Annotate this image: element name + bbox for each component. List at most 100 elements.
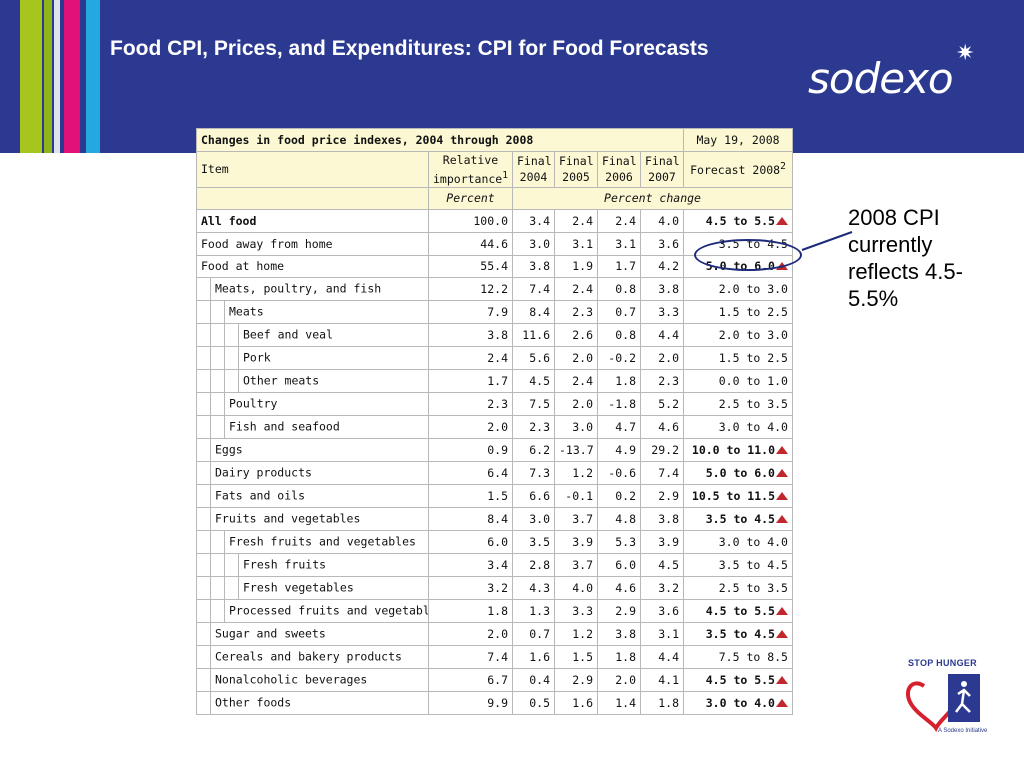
cell-item: Fresh fruits and vegetables [196, 530, 429, 555]
cell-item: Fish and seafood [196, 415, 429, 440]
decor-stripe-pink [64, 0, 80, 153]
cell-relative: 2.4 [428, 346, 513, 371]
header-final-2004: Final 2004 [512, 150, 555, 188]
header-relative: Relative importance1 [428, 150, 513, 188]
table-row: Sugar and sweets 2.0 0.7 1.2 3.8 3.1 3.5 to 4.… [196, 622, 793, 647]
cell-relative: 12.2 [428, 277, 513, 302]
annotation-text: 2008 CPI currently reflects 4.5-5.5% [848, 205, 963, 311]
table-row: Poultry 2.3 7.5 2.0 -1.8 5.2 2.5 to 3.5 [196, 392, 793, 417]
sodexo-logo: ✷ sodexo [808, 40, 998, 110]
forecast-value: 3.0 to 4.0 [718, 420, 788, 435]
cell-2006: 2.0 [597, 668, 641, 693]
forecast-value: 5.0 to 6.0 [705, 466, 775, 481]
cpi-table-container: Changes in food price indexes, 2004 thro… [196, 128, 793, 742]
arrow-up-icon [776, 492, 788, 501]
forecast-value: 3.5 to 4.5 [718, 558, 788, 573]
indent-guide [229, 324, 239, 346]
indent-guide [215, 577, 225, 599]
cell-2007: 3.1 [640, 622, 684, 647]
forecast-value: 10.0 to 11.0 [691, 443, 775, 458]
item-label: Meats [229, 304, 264, 319]
arrow-up-icon [776, 469, 788, 478]
table-row: Fresh fruits 3.4 2.8 3.7 6.0 4.5 3.5 to 4.5 [196, 553, 793, 578]
cell-2007: 29.2 [640, 438, 684, 463]
table-row: Fats and oils 1.5 6.6 -0.1 0.2 2.9 10.5 to 11.… [196, 484, 793, 509]
forecast-value: 10.5 to 11.5 [691, 489, 775, 504]
forecast-value: 0.0 to 1.0 [718, 374, 788, 389]
header-forecast-sup: 2 [780, 161, 786, 173]
cell-2006: -0.2 [597, 346, 641, 371]
table-row: Meats 7.9 8.4 2.3 0.7 3.3 1.5 to 2.5 [196, 300, 793, 325]
cell-forecast: 3.0 to 4.0 [683, 530, 793, 555]
cell-2006: 0.8 [597, 323, 641, 348]
cell-2004: 7.5 [512, 392, 555, 417]
indent-guide [201, 393, 211, 415]
cell-2005: 2.4 [554, 277, 598, 302]
indent-guide [215, 370, 225, 392]
cell-2007: 3.6 [640, 231, 684, 256]
table-row: Eggs 0.9 6.2 -13.7 4.9 29.2 10.0 to 11.0 [196, 438, 793, 463]
cell-2004: 0.7 [512, 622, 555, 647]
cell-2004: 3.0 [512, 507, 555, 532]
cell-2006: 4.9 [597, 438, 641, 463]
cell-item: Processed fruits and vegetables [196, 599, 429, 624]
cell-forecast: 5.0 to 6.0 [683, 461, 793, 486]
cell-2005: 2.6 [554, 323, 598, 348]
cell-forecast: 2.0 to 3.0 [683, 323, 793, 348]
cell-relative: 1.7 [428, 369, 513, 394]
table-row: Processed fruits and vegetables 1.8 1.3 3.3… [196, 599, 793, 624]
item-label: Beef and veal [243, 327, 334, 342]
cell-2005: 3.7 [554, 553, 598, 578]
header-relative-label: Relative importance [433, 152, 503, 186]
cell-2004: 6.6 [512, 484, 555, 509]
cell-item: Beef and veal [196, 323, 429, 348]
indent-guide [201, 600, 211, 622]
item-label: Other foods [215, 695, 292, 710]
cell-2007: 4.4 [640, 645, 684, 670]
cell-2005: 2.0 [554, 346, 598, 371]
indent-guide [229, 577, 239, 599]
item-label: Fresh fruits and vegetables [229, 534, 416, 549]
cell-item: Pork [196, 346, 429, 371]
indent-guide [201, 301, 211, 323]
slide-title: Food CPI, Prices, and Expenditures: CPI … [110, 37, 709, 60]
cell-2004: 4.5 [512, 369, 555, 394]
arrow-up-icon [776, 446, 788, 455]
indent-guide [201, 370, 211, 392]
cell-2007: 3.3 [640, 300, 684, 325]
cell-item: Poultry [196, 392, 429, 417]
cell-2005: 2.4 [554, 209, 598, 233]
badge-title: STOP HUNGER [908, 658, 977, 668]
cell-2007: 3.8 [640, 277, 684, 302]
cell-forecast: 2.0 to 3.0 [683, 277, 793, 302]
cell-relative: 9.9 [428, 691, 513, 716]
table-row: All food 100.0 3.4 2.4 2.4 4.0 4.5 to 5.5 [196, 209, 793, 233]
cell-2004: 3.8 [512, 254, 555, 279]
cell-2005: 3.9 [554, 530, 598, 555]
cell-relative: 6.4 [428, 461, 513, 486]
item-label: Eggs [215, 442, 243, 457]
forecast-value: 3.5 to 4.5 [705, 627, 775, 642]
cell-2006: 0.8 [597, 277, 641, 302]
cell-2006: 1.8 [597, 645, 641, 670]
indent-guide [215, 393, 225, 415]
cell-2006: 4.6 [597, 576, 641, 601]
cell-item: Fresh fruits [196, 553, 429, 578]
cell-2006: -0.6 [597, 461, 641, 486]
item-label: Food away from home [201, 236, 333, 251]
table-caption: Changes in food price indexes, 2004 thro… [196, 128, 684, 152]
table-units-row: Percent Percent change [196, 186, 793, 211]
cell-2006: 1.4 [597, 691, 641, 716]
cell-2006: 0.2 [597, 484, 641, 509]
header-forecast-label: Forecast 2008 [690, 163, 781, 178]
indent-guide [201, 531, 211, 553]
cell-2007: 3.2 [640, 576, 684, 601]
cell-2004: 1.6 [512, 645, 555, 670]
item-label: Nonalcoholic beverages [215, 672, 368, 687]
cell-forecast: 3.0 to 4.0 [683, 415, 793, 440]
units-relative: Percent [428, 186, 513, 211]
arrow-up-icon [776, 217, 788, 226]
badge-subtitle: A Sodexo Initiative [938, 728, 988, 734]
cell-2004: 7.3 [512, 461, 555, 486]
cell-2006: 1.7 [597, 254, 641, 279]
